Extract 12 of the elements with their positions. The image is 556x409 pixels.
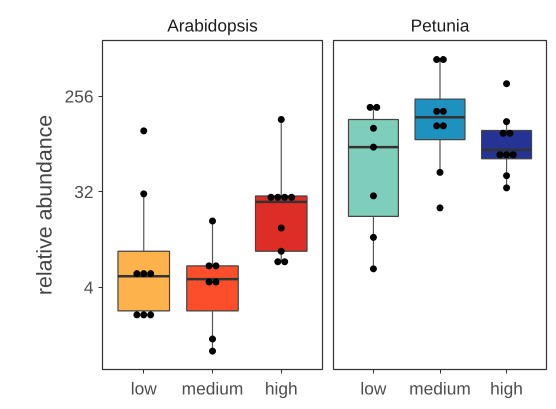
x-tick-label: low: [130, 378, 158, 398]
y-tick-label: 32: [74, 182, 94, 202]
x-tick-label: medium: [409, 378, 471, 398]
x-tick-label: low: [360, 378, 387, 398]
y-axis-title: relative abundance: [32, 114, 57, 296]
x-tick-label: medium: [182, 378, 244, 398]
x-tick-label: high: [490, 378, 523, 398]
chart-title: Petunia: [410, 16, 470, 36]
chart-title: Arabidopsis: [167, 16, 258, 36]
x-tick-label: high: [264, 378, 298, 398]
y-tick-label: 4: [84, 277, 94, 298]
y-tick-label: 256: [64, 86, 94, 106]
